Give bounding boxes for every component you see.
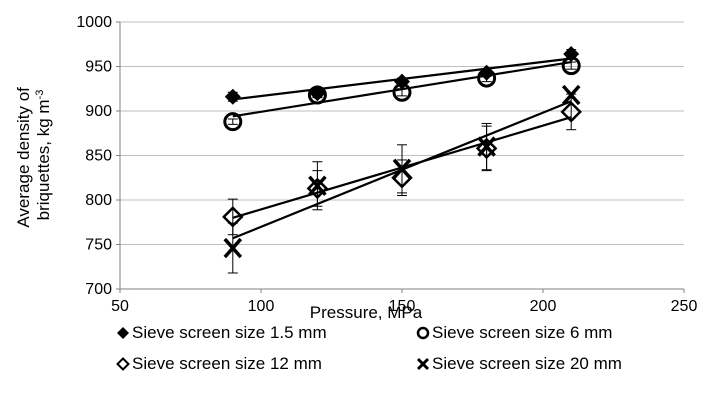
- y-axis-title-sup: -3: [34, 90, 46, 100]
- x-tick-label: 250: [671, 298, 698, 315]
- legend-item-12mm: Sieve screen size 12 mm: [116, 354, 322, 374]
- data-point-series-3: [561, 84, 581, 106]
- y-axis-title: Average density of briquettes, kg m-3: [14, 82, 53, 227]
- legend-item-20mm: Sieve screen size 20 mm: [416, 354, 622, 374]
- chart-canvas: 700 750 800 850 900 950 1000 50 100 150 200 250 Pr…: [14, 14, 697, 320]
- data-markers: [222, 46, 582, 259]
- diamond-filled-icon: [117, 327, 129, 339]
- legend-label-12mm: Sieve screen size 12 mm: [132, 354, 322, 373]
- legend-label-6mm: Sieve screen size 6 mm: [432, 323, 613, 342]
- y-tick-label: 900: [85, 103, 112, 120]
- legend: Sieve screen size 1.5 mm Sieve screen si…: [0, 320, 711, 395]
- data-point-series-1: [561, 56, 581, 76]
- gridlines: [120, 21, 684, 245]
- x-tick-label: 150: [389, 298, 416, 315]
- data-point-series-3: [477, 136, 496, 157]
- data-point-series-1: [223, 112, 243, 132]
- data-point-series-2: [475, 137, 498, 160]
- legend-item-6mm: Sieve screen size 6 mm: [416, 323, 612, 343]
- data-point-series-1: [477, 68, 497, 88]
- x-tick-label: 100: [248, 298, 275, 315]
- y-tick-labels: 700 750 800 850 900 950 1000: [76, 14, 112, 298]
- legend-label-1-5mm: Sieve screen size 1.5 mm: [132, 323, 327, 342]
- x-marker-icon: [416, 357, 430, 371]
- y-tick-label: 800: [85, 192, 112, 209]
- diamond-open-icon: [116, 357, 130, 371]
- y-axis-title-line1: Average density of: [14, 87, 33, 228]
- circle-open-icon: [416, 326, 430, 340]
- y-tick-label: 950: [85, 59, 112, 76]
- legend-item-1-5mm: Sieve screen size 1.5 mm: [116, 323, 327, 343]
- data-point-series-3: [308, 175, 327, 196]
- x-tick-label: 200: [530, 298, 557, 315]
- x-tick-labels: 50 100 150 200 250: [111, 298, 697, 315]
- x-axis-title: Pressure, MPa: [310, 303, 423, 320]
- x-tick-label: 50: [111, 298, 129, 315]
- data-point-series-3: [392, 158, 412, 180]
- data-point-series-0: [224, 88, 241, 105]
- data-point-series-2: [306, 177, 329, 200]
- data-point-series-0: [478, 64, 495, 81]
- data-point-series-1: [392, 82, 412, 102]
- y-tick-label: 750: [85, 237, 112, 254]
- data-point-series-2: [560, 101, 582, 123]
- y-tick-label: 850: [85, 148, 112, 165]
- data-point-series-1: [307, 85, 327, 105]
- axes: [116, 21, 685, 293]
- data-point-series-3: [223, 237, 243, 259]
- y-axis-title-line2: briquettes, kg m: [34, 99, 53, 220]
- data-point-series-2: [222, 206, 244, 228]
- y-tick-label: 1000: [76, 14, 112, 31]
- y-tick-label: 700: [85, 281, 112, 298]
- legend-label-20mm: Sieve screen size 20 mm: [432, 354, 622, 373]
